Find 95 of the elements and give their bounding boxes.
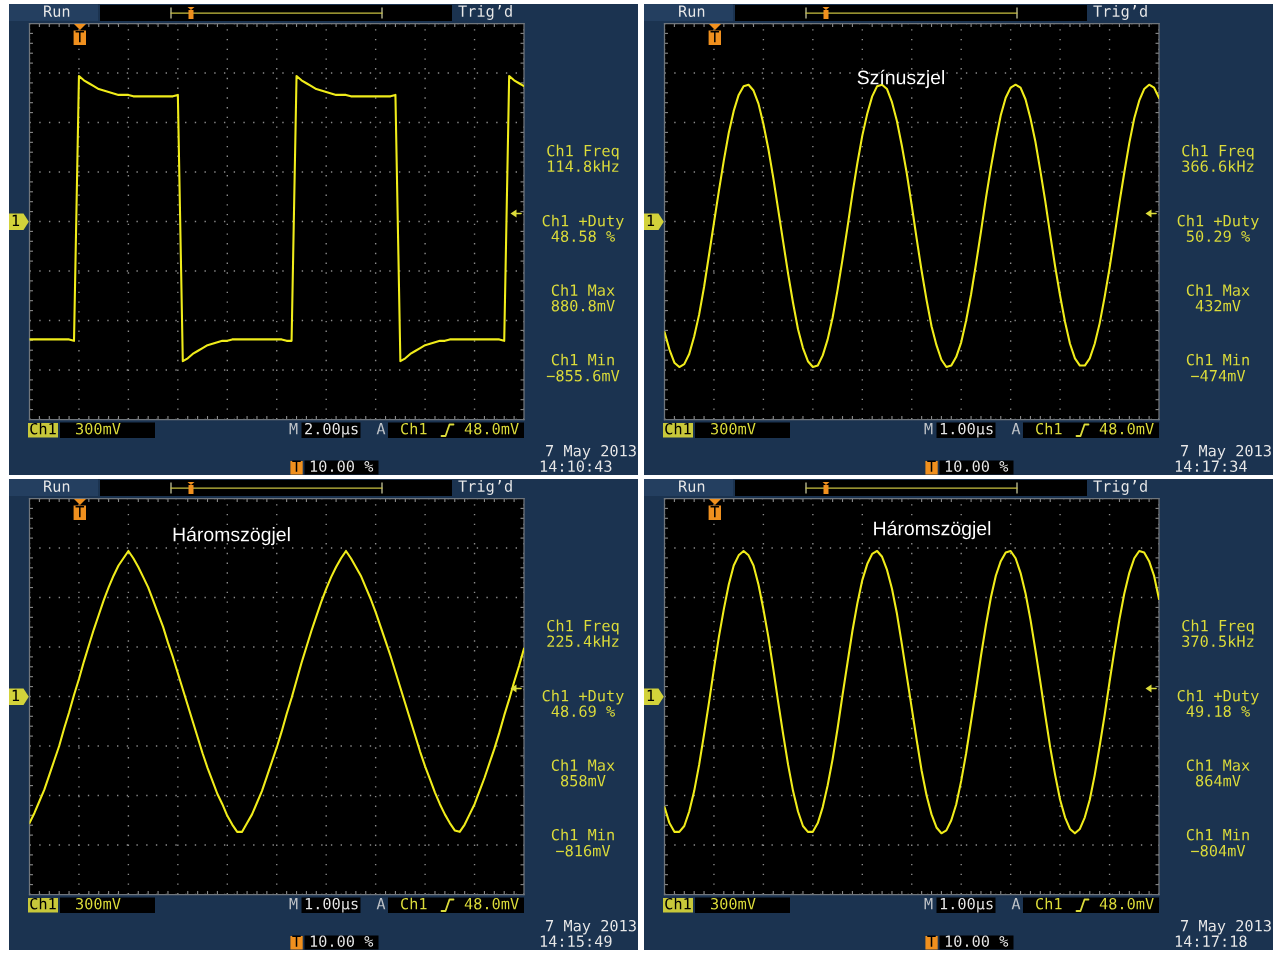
text: 300mV (76, 897, 121, 910)
text: 1.00µs (940, 897, 993, 913)
text: M (289, 898, 298, 910)
text: Run (679, 480, 705, 492)
text: 10.00 % (945, 460, 1009, 472)
text: 14:17:18 (1175, 935, 1247, 947)
text: Trig’d (1093, 480, 1147, 495)
text: 225.4kHz (547, 635, 619, 647)
text: Ch1 (1036, 897, 1062, 910)
text: T (927, 460, 936, 472)
text: −855.6mV (546, 369, 620, 382)
chart-title: Háromszögjel (874, 520, 991, 540)
text: 300mV (711, 422, 756, 435)
text: 1 (12, 214, 20, 226)
text: 1 (647, 689, 655, 701)
text: Trig’d (458, 5, 512, 20)
text: Ch1 +Duty (1177, 689, 1259, 705)
text: Ch1 (665, 422, 691, 435)
text: −474mV (1191, 370, 1246, 382)
text: Ch1 (401, 897, 427, 910)
text: 14:10:43 (540, 460, 612, 472)
text: T (75, 506, 85, 518)
text: A (1011, 898, 1021, 910)
text: 7 May 2013 (546, 919, 636, 935)
text: Ch1 Freq (547, 619, 619, 635)
text: 7 May 2013 (1181, 919, 1271, 935)
text: Run (44, 5, 70, 17)
text: Ch1 Max (551, 284, 615, 296)
text: A (376, 898, 386, 910)
text: 114.8kHz (548, 160, 619, 172)
text: Ch1 Max (1186, 759, 1250, 771)
text: 300mV (711, 897, 756, 910)
text: T (292, 460, 301, 472)
text: 370.5kHz (1182, 635, 1254, 647)
text: A (376, 423, 386, 435)
text: Ch1 (30, 422, 56, 435)
text: 1 (647, 214, 655, 226)
text: 1 (12, 689, 20, 701)
text: Ch1 Freq (1182, 619, 1254, 635)
text: 10.00 % (310, 460, 374, 472)
text: 2.00µs (305, 422, 358, 438)
text: Ch1 Min (1186, 353, 1249, 366)
text: Ch1 Freq (1182, 144, 1254, 160)
text: 1.00µs (305, 897, 358, 913)
text: −804mV (1191, 844, 1246, 857)
text: 366.6kHz (1182, 160, 1254, 172)
text: 48.0mV (1099, 422, 1154, 435)
chart-title: Színuszjel (857, 69, 945, 89)
text: 858mV (560, 774, 606, 787)
text: Ch1 Freq (547, 144, 619, 160)
text: 432mV (1195, 299, 1241, 312)
text: Ch1 Max (551, 759, 615, 771)
text: Ch1 (401, 422, 427, 435)
text: 14:17:34 (1175, 460, 1247, 472)
chart-title: Háromszögjel (173, 526, 290, 546)
text: Run (679, 5, 705, 17)
text: T (292, 935, 301, 947)
text: 864mV (1195, 774, 1241, 787)
text: 10.00 % (310, 935, 374, 947)
text: M (924, 423, 933, 435)
text: Run (44, 480, 70, 492)
text: Ch1 (30, 897, 56, 910)
text: 1.00µs (940, 422, 993, 438)
text: Ch1 +Duty (1177, 214, 1259, 230)
text: Trig’d (458, 480, 512, 495)
text: 7 May 2013 (546, 444, 636, 460)
text: Trig’d (1093, 5, 1147, 20)
text: T (710, 31, 720, 43)
text: Ch1 Min (551, 828, 614, 841)
text: Ch1 (665, 897, 691, 910)
text: 48.0mV (464, 422, 519, 435)
text: Ch1 +Duty (542, 689, 624, 705)
text: M (924, 898, 933, 910)
text: Ch1 Max (1186, 284, 1250, 296)
text: M (289, 423, 298, 435)
text: 300mV (76, 422, 121, 435)
text: 50.29 % (1186, 230, 1250, 242)
text: 880.8mV (551, 299, 615, 312)
text: 7 May 2013 (1181, 444, 1271, 460)
text: 48.0mV (464, 897, 519, 910)
text: Ch1 +Duty (542, 214, 624, 230)
text: 48.69 % (551, 705, 615, 717)
text: T (927, 935, 936, 947)
text: 10.00 % (945, 935, 1009, 947)
text: 48.58 % (551, 230, 615, 242)
text: 49.18 % (1186, 705, 1250, 717)
text: 48.0mV (1099, 897, 1154, 910)
text: 14:15:49 (540, 935, 612, 947)
text: Ch1 (1036, 422, 1062, 435)
text: T (710, 506, 720, 518)
text: T (75, 31, 85, 43)
text: Ch1 Min (1186, 828, 1249, 841)
text: A (1011, 423, 1021, 435)
text: −816mV (556, 844, 611, 857)
text: Ch1 Min (551, 353, 614, 366)
